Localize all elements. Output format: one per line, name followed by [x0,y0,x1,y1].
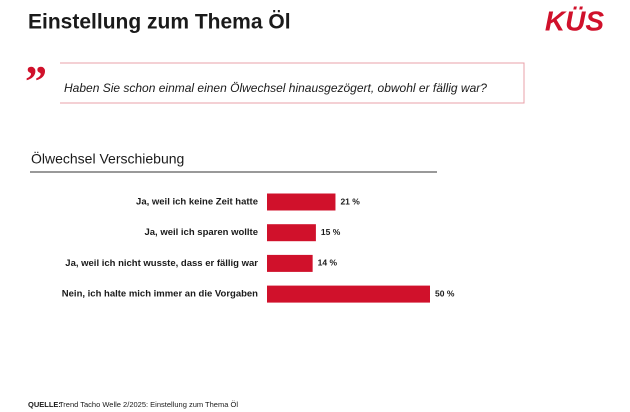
logo: KÜS [545,5,604,36]
question: Haben Sie schon einmal einen Ölwechsel h… [64,81,487,95]
chart-title: Ölwechsel Verschiebung [31,150,184,167]
category-label: Ja, weil ich nicht wusste, dass er fälli… [65,258,258,269]
value-label: 21 % [340,196,360,206]
value-label: 15 % [321,227,341,237]
page-title: Einstellung zum Thema Öl [28,11,291,34]
source-text: Trend Tacho Welle 2/2025: Einstellung zu… [59,400,238,409]
quote-mark: ” [25,57,47,106]
value-label: 14 % [318,258,338,268]
question-box [60,62,525,104]
category-label: Ja, weil ich sparen wollte [144,227,258,238]
value-label: 50 % [435,288,455,298]
bar [267,224,316,242]
category-label: Nein, ich halte mich immer an die Vorgab… [62,289,258,300]
source-label: QUELLE: [28,400,61,409]
bar [267,193,336,211]
bar [267,254,313,272]
category-label: Ja, weil ich keine Zeit hatte [136,197,258,208]
bar [267,285,430,303]
